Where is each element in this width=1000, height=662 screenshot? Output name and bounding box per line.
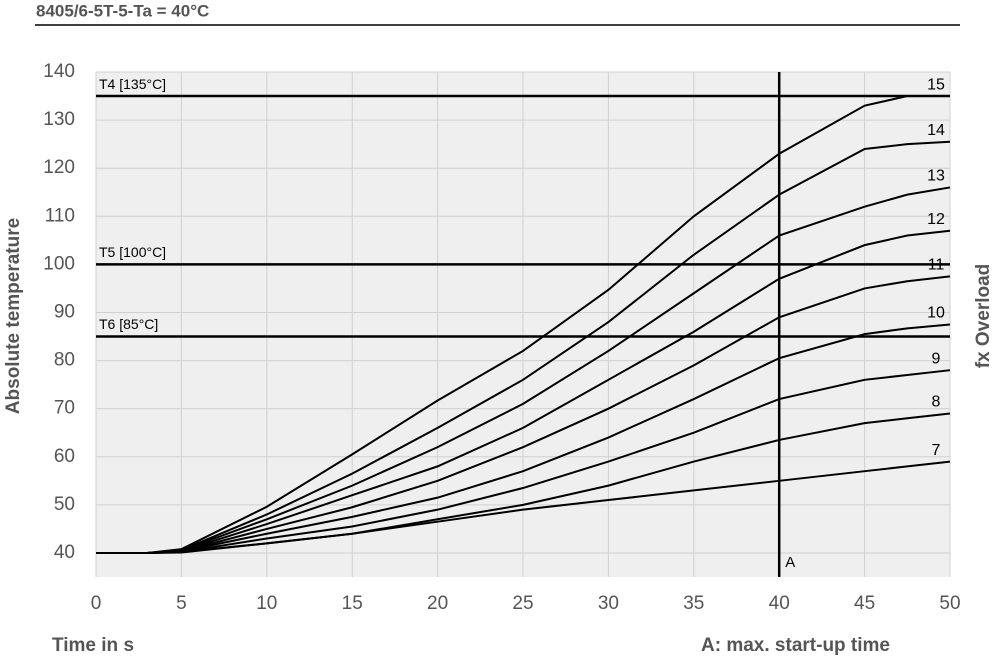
series-label: 11 (928, 257, 945, 274)
series-label: 14 (927, 122, 945, 139)
y-tick-label: 90 (54, 301, 75, 322)
y-tick-label: 130 (43, 109, 75, 130)
series-label: 13 (927, 168, 945, 185)
y-tick-label: 120 (43, 157, 75, 178)
x-tick-label: 40 (769, 593, 790, 614)
y-tick-label: 40 (54, 542, 75, 563)
chart-title: 8405/6-5T-5-Ta = 40°C (36, 1, 209, 20)
y-tick-label: 110 (45, 205, 75, 226)
y-tick-label: 140 (43, 61, 75, 82)
series-label: 9 (932, 350, 941, 367)
note: A: max. start-up time (701, 635, 890, 656)
vertical-label: A (785, 554, 795, 571)
y-tick-label: 80 (54, 350, 75, 371)
y-tick-label: 70 (54, 398, 75, 419)
x-tick-label: 30 (598, 593, 619, 614)
x-tick-label: 20 (427, 593, 448, 614)
x-tick-label: 15 (342, 593, 363, 614)
y-tick-label: 50 (54, 494, 75, 515)
y2-axis-label: fx Overload (973, 264, 994, 369)
y-tick-label: 60 (54, 446, 75, 467)
y-axis-label: Absolute temperature (3, 218, 24, 414)
y-tick-label: 100 (43, 253, 75, 274)
series-line (96, 95, 950, 554)
x-axis-label: Time in s (52, 635, 134, 656)
reference-label: T5 [100°C] (99, 244, 166, 260)
x-tick-label: 35 (683, 593, 704, 614)
reference-label: T6 [85°C] (99, 316, 158, 332)
series-label: 15 (927, 76, 945, 93)
x-tick-label: 0 (91, 593, 102, 614)
x-tick-label: 10 (256, 593, 277, 614)
series-label: 12 (927, 211, 945, 228)
x-tick-label: 25 (512, 593, 533, 614)
x-tick-label: 50 (939, 593, 960, 614)
x-tick-label: 5 (176, 593, 187, 614)
series-label: 7 (932, 442, 941, 459)
series-label: 8 (932, 394, 941, 411)
x-tick-label: 45 (854, 593, 875, 614)
reference-label: T4 [135°C] (99, 76, 166, 92)
series-label: 10 (927, 305, 945, 322)
